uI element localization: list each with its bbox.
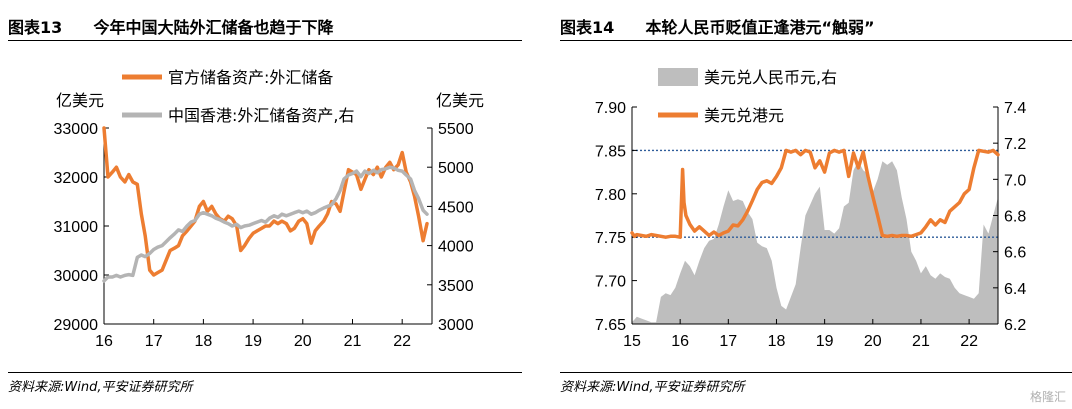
y-tick-left-label: 33000 [54, 121, 99, 138]
y-tick-right-label: 6.8 [1004, 209, 1026, 226]
y-tick-left-label: 30000 [54, 268, 99, 285]
x-tick-label: 15 [623, 333, 641, 350]
x-tick-label: 16 [95, 333, 113, 350]
panel-label-left: 图表13 [8, 18, 63, 37]
title-rule-right [560, 40, 1072, 41]
panel-label-right: 图表14 [560, 18, 615, 37]
y-tick-left-label: 7.65 [595, 317, 626, 334]
y-tick-right-label: 3000 [438, 317, 474, 334]
x-tick-label: 16 [671, 333, 689, 350]
x-tick-label: 20 [864, 333, 882, 350]
chart-title-right: 图表14 本轮人民币贬值正逢港元“触弱” [560, 14, 874, 38]
x-tick-label: 22 [393, 333, 411, 350]
y-tick-right-label: 3500 [438, 278, 474, 295]
line-chart-left: 33000 32000 31000 30000 29000 5500 5000 4500 400… [54, 68, 485, 350]
series-area-1-0 [632, 161, 998, 324]
y-tick-left-label: 7.70 [595, 274, 626, 291]
chart-panel-right: 图表14 本轮人民币贬值正逢港元“触弱” 7.90 7.85 7.80 7.75 7.7… [552, 0, 1072, 409]
chart-heading-left: 今年中国大陆外汇储备也趋于下降 [93, 18, 334, 37]
watermark-logo: 格隆汇 [1029, 390, 1066, 404]
x-tick-label: 18 [768, 333, 786, 350]
source-rule-left [8, 372, 522, 373]
y-tick-right-label: 6.2 [1004, 317, 1026, 334]
source-note-right: 资料来源:Wind,平安证券研究所 [560, 380, 745, 395]
x-tick-label: 19 [816, 333, 834, 350]
y-tick-left-label: 32000 [54, 170, 99, 187]
y-tick-left-label: 7.85 [595, 143, 626, 160]
title-rule-left [8, 40, 522, 41]
x-tick-label: 21 [344, 333, 362, 350]
y-tick-right-label: 7.2 [1004, 136, 1026, 153]
area-line-chart-right: 7.90 7.85 7.80 7.75 7.70 7.65 7.4 7.2 7.0 6.8 6.6 6… [595, 68, 1026, 350]
y-axis-right-unit: 亿美元 [436, 91, 484, 110]
y-tick-left-label: 7.80 [595, 187, 626, 204]
x-tick-label: 20 [294, 333, 312, 350]
legend-label: 中国香港:外汇储备资产,右 [168, 106, 354, 125]
x-tick-label: 18 [194, 333, 212, 350]
x-tick-label: 17 [719, 333, 737, 350]
y-axis-left-unit: 亿美元 [56, 91, 104, 110]
x-tick-label: 19 [244, 333, 262, 350]
series-line-0-1 [102, 165, 429, 283]
x-tick-label: 21 [912, 333, 930, 350]
series-line-0-0 [102, 126, 429, 277]
legend-label: 官方储备资产:外汇储备 [168, 68, 333, 87]
y-tick-right-label: 6.6 [1004, 245, 1026, 262]
y-tick-right-label: 5000 [438, 160, 474, 177]
chart-title-left: 图表13 今年中国大陆外汇储备也趋于下降 [8, 14, 333, 38]
y-tick-right-label: 7.0 [1004, 172, 1026, 189]
y-tick-left-label: 7.90 [595, 100, 626, 117]
y-tick-right-label: 4500 [438, 199, 474, 216]
source-rule-right [560, 372, 1072, 373]
chart-heading-right: 本轮人民币贬值正逢港元“触弱” [645, 18, 875, 37]
y-tick-right-label: 4000 [438, 239, 474, 256]
y-tick-left-label: 29000 [54, 317, 99, 334]
chart-panel-left: 图表13 今年中国大陆外汇储备也趋于下降 33000 32000 31000 3000… [0, 0, 522, 409]
y-tick-left-label: 31000 [54, 219, 99, 236]
y-tick-right-label: 5500 [438, 121, 474, 138]
y-tick-right-label: 7.4 [1004, 100, 1026, 117]
legend-swatch-area [658, 68, 698, 86]
x-tick-label: 22 [960, 333, 978, 350]
y-tick-left-label: 7.75 [595, 230, 626, 247]
series-line-1-1 [630, 148, 1000, 239]
x-tick-label: 17 [145, 333, 163, 350]
source-note-left: 资料来源:Wind,平安证券研究所 [8, 380, 193, 395]
y-tick-right-label: 6.4 [1004, 281, 1026, 298]
legend-label: 美元兑港元 [704, 106, 784, 125]
legend-label: 美元兑人民币元,右 [704, 68, 837, 87]
